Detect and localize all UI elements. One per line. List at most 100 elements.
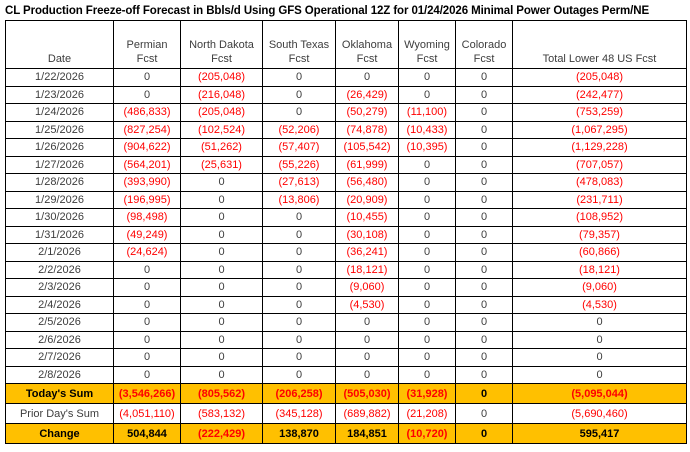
value-cell: 0 [113, 68, 181, 87]
date-cell: 2/4/2026 [5, 295, 114, 314]
value-cell: (18,121) [512, 260, 687, 279]
value-cell: (242,477) [512, 85, 687, 104]
summary-value-cell: (206,258) [262, 383, 336, 404]
value-cell: 0 [398, 208, 456, 227]
date-cell: 1/25/2026 [5, 120, 114, 139]
value-cell: 0 [398, 365, 456, 384]
value-cell: 0 [180, 260, 263, 279]
value-cell: (55,226) [262, 155, 336, 174]
value-cell: 0 [398, 243, 456, 262]
value-cell: 0 [398, 155, 456, 174]
column-header: Colorado Fcst [455, 20, 513, 69]
value-cell: (26,429) [335, 85, 399, 104]
value-cell: (564,201) [113, 155, 181, 174]
value-cell: (904,622) [113, 138, 181, 157]
value-cell: (753,259) [512, 103, 687, 122]
value-cell: 0 [512, 365, 687, 384]
table-row: 1/29/2026 (196,995) 0 (13,806) (20,909) 0 0 (23… [5, 190, 687, 209]
value-cell: 0 [455, 225, 513, 244]
value-cell: 0 [180, 348, 263, 367]
value-cell: 0 [113, 348, 181, 367]
value-cell: 0 [262, 68, 336, 87]
table-row: 1/24/2026 (486,833) (205,048) 0 (50,279) (11,… [5, 103, 687, 122]
table-row: 1/23/2026 0 (216,048) 0 (26,429) 0 0 (242,477) [5, 85, 687, 104]
value-cell: (205,048) [180, 68, 263, 87]
date-cell: 2/6/2026 [5, 330, 114, 349]
column-header: Total Lower 48 US Fcst [512, 20, 687, 69]
column-header: Date [5, 20, 114, 69]
date-cell: 1/28/2026 [5, 173, 114, 192]
value-cell: (56,480) [335, 173, 399, 192]
value-cell: 0 [262, 260, 336, 279]
date-cell: 1/26/2026 [5, 138, 114, 157]
value-cell: 0 [262, 225, 336, 244]
table-row: 1/25/2026 (827,254) (102,524) (52,206) (74,8… [5, 120, 687, 139]
value-cell: 0 [455, 295, 513, 314]
value-cell: 0 [180, 190, 263, 209]
table-row: 2/6/2026 0 0 0 0 0 0 0 [5, 330, 687, 349]
value-cell: (49,249) [113, 225, 181, 244]
value-cell: 0 [512, 330, 687, 349]
summary-value-cell: (4,051,110) [113, 403, 181, 424]
table-row: 2/5/2026 0 0 0 0 0 0 0 [5, 313, 687, 332]
value-cell: 0 [335, 313, 399, 332]
summary-row: Prior Day's Sum (4,051,110) (583,132) (345,… [5, 403, 687, 424]
table-row: 1/28/2026 (393,990) 0 (27,613) (56,480) 0 0 (47… [5, 173, 687, 192]
summary-value-cell: 138,870 [262, 423, 336, 444]
table-row: 2/1/2026 (24,624) 0 0 (36,241) 0 0 (60,866) [5, 243, 687, 262]
column-header: Oklahoma Fcst [335, 20, 399, 69]
summary-value-cell: (222,429) [180, 423, 263, 444]
value-cell: (1,129,228) [512, 138, 687, 157]
value-cell: (60,866) [512, 243, 687, 262]
value-cell: 0 [262, 103, 336, 122]
value-cell: 0 [262, 278, 336, 297]
value-cell: 0 [262, 348, 336, 367]
value-cell: 0 [113, 365, 181, 384]
value-cell: (30,108) [335, 225, 399, 244]
value-cell: (393,990) [113, 173, 181, 192]
value-cell: 0 [113, 85, 181, 104]
summary-row-label: Today's Sum [5, 383, 114, 404]
table-row: 1/22/2026 0 (205,048) 0 0 0 0 (205,048) [5, 68, 687, 87]
date-cell: 1/24/2026 [5, 103, 114, 122]
table-row: 1/30/2026 (98,498) 0 0 (10,455) 0 0 (108,952) [5, 208, 687, 227]
summary-row-label: Prior Day's Sum [5, 403, 114, 424]
table-row: 2/7/2026 0 0 0 0 0 0 0 [5, 348, 687, 367]
value-cell: 0 [455, 330, 513, 349]
summary-value-cell: (31,928) [398, 383, 456, 404]
value-cell: (51,262) [180, 138, 263, 157]
value-cell: 0 [180, 208, 263, 227]
date-cell: 1/23/2026 [5, 85, 114, 104]
value-cell: (57,407) [262, 138, 336, 157]
summary-value-cell: 0 [455, 383, 513, 404]
value-cell: 0 [398, 85, 456, 104]
date-cell: 2/8/2026 [5, 365, 114, 384]
value-cell: 0 [335, 68, 399, 87]
value-cell: (25,631) [180, 155, 263, 174]
value-cell: 0 [180, 330, 263, 349]
value-cell: 0 [455, 173, 513, 192]
value-cell: 0 [512, 348, 687, 367]
date-cell: 1/27/2026 [5, 155, 114, 174]
value-cell: 0 [455, 365, 513, 384]
summary-value-cell: (21,208) [398, 403, 456, 424]
value-cell: 0 [180, 278, 263, 297]
value-cell: 0 [398, 330, 456, 349]
value-cell: (196,995) [113, 190, 181, 209]
summary-value-cell: 184,851 [335, 423, 399, 444]
value-cell: (10,395) [398, 138, 456, 157]
value-cell: (24,624) [113, 243, 181, 262]
value-cell: (1,067,295) [512, 120, 687, 139]
value-cell: (13,806) [262, 190, 336, 209]
value-cell: 0 [512, 313, 687, 332]
page-title: CL Production Freeze-off Forecast in Bbl… [5, 5, 650, 17]
summary-value-cell: 0 [455, 403, 513, 424]
summary-value-cell: (5,095,044) [512, 383, 687, 404]
table-row: 1/31/2026 (49,249) 0 0 (30,108) 0 0 (79,357) [5, 225, 687, 244]
value-cell: (61,999) [335, 155, 399, 174]
value-cell: (98,498) [113, 208, 181, 227]
table-row: 2/4/2026 0 0 0 (4,530) 0 0 (4,530) [5, 295, 687, 314]
value-cell: (52,206) [262, 120, 336, 139]
summary-value-cell: (345,128) [262, 403, 336, 424]
date-cell: 2/2/2026 [5, 260, 114, 279]
